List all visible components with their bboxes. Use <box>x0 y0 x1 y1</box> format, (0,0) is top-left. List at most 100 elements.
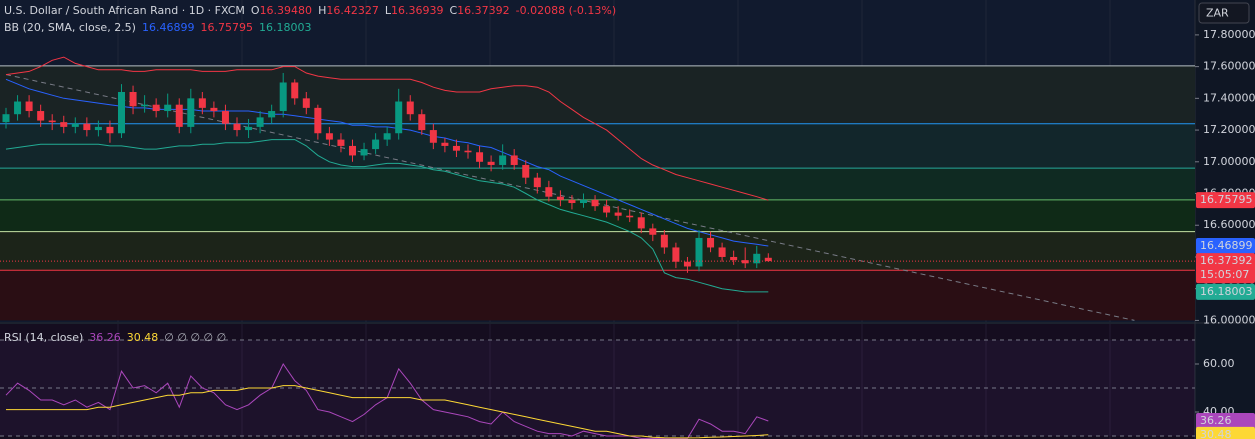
legend-text: 16.42327 <box>326 4 379 17</box>
band-line <box>5 56 769 201</box>
candle-body <box>94 126 102 131</box>
legend-text: RSI (14, close) <box>4 331 83 344</box>
y-tick-label: 60.00 <box>1203 357 1235 370</box>
candle-body <box>118 92 125 134</box>
candle-body <box>337 139 345 146</box>
candle-body <box>395 101 403 134</box>
zone <box>0 231 1195 271</box>
candle-body <box>637 217 645 229</box>
y-tick-label: 17.60000 <box>1203 60 1255 73</box>
candle-body <box>71 123 79 127</box>
candle-body <box>476 152 484 162</box>
candle-body <box>233 123 241 131</box>
candle-body <box>660 234 668 248</box>
candle-body <box>522 164 530 178</box>
candle-body <box>764 257 772 262</box>
candle-body <box>464 150 472 153</box>
legend-text: C <box>449 4 457 17</box>
candle-body <box>2 114 10 123</box>
legend-text: 16.39480 <box>260 4 313 17</box>
legend-text: 16.46899 <box>142 21 195 34</box>
candle-body <box>198 98 206 108</box>
badge-label: 16.18003 <box>1200 285 1253 298</box>
legend-text: H <box>318 4 326 17</box>
candle-body <box>129 92 137 107</box>
zone <box>0 168 1195 200</box>
rsi-band <box>0 340 1195 437</box>
badge-label: 16.37392 <box>1200 254 1253 267</box>
candle-body <box>510 155 518 165</box>
candle-body <box>83 123 91 131</box>
y-tick-label: 17.40000 <box>1203 91 1255 104</box>
candle-body <box>452 145 460 151</box>
candle-body <box>406 101 414 115</box>
badge-label: 16.46899 <box>1200 239 1253 252</box>
y-tick-label: 17.20000 <box>1203 123 1255 136</box>
candle-body <box>707 237 715 248</box>
header: U.S. Dollar / South African Rand · 1D · … <box>4 4 616 17</box>
candle-body <box>325 133 333 140</box>
zone <box>0 270 1195 321</box>
rsi-pane <box>0 324 1195 439</box>
legend-text: L <box>385 4 392 17</box>
indicator-legend: BB (20, SMA, close, 2.5) 16.46899 16.75795… <box>4 21 311 34</box>
candle-body <box>152 104 160 112</box>
candle-body <box>48 120 56 123</box>
candle-body <box>580 199 587 204</box>
rsi-line <box>6 385 769 439</box>
candle-body <box>533 177 541 188</box>
candle-body <box>268 111 276 118</box>
price-plot <box>0 0 1195 322</box>
legend-text: 16.18003 <box>259 21 312 34</box>
price-axis <box>1195 0 1255 439</box>
candle-body <box>383 133 391 140</box>
candle-body <box>591 199 599 207</box>
price-badge <box>1196 253 1255 284</box>
candle-body <box>245 126 253 131</box>
candle-body <box>718 247 726 257</box>
currency-button[interactable] <box>1198 2 1250 24</box>
candle-body <box>730 256 738 261</box>
candle-body <box>614 212 622 216</box>
candle-body <box>649 228 657 235</box>
price-badge <box>1196 412 1255 429</box>
zone <box>0 123 1195 169</box>
candle-body <box>626 215 634 218</box>
candle-body <box>141 104 149 107</box>
axis-labels: 17.80000 17.60000 17.40000 17.20000 17.00000… <box>1195 28 1255 439</box>
candle-body <box>187 98 195 127</box>
y-tick-label: 17.00000 <box>1203 155 1255 168</box>
candle-body <box>210 107 218 112</box>
candle-body <box>683 261 691 267</box>
candle-body <box>25 101 33 112</box>
candle-body <box>349 145 356 156</box>
price-badge <box>1196 238 1255 255</box>
price-badge <box>1196 426 1255 439</box>
candle-body <box>14 101 22 115</box>
candle-body <box>441 142 449 146</box>
legend-text: 16.75795 <box>200 21 253 34</box>
candle-body <box>279 82 287 112</box>
price-badge <box>1196 283 1255 300</box>
currency[interactable]: ZAR <box>1206 7 1229 20</box>
badge-label: 30.48 <box>1200 428 1232 439</box>
candle-body <box>256 117 264 127</box>
candle-body <box>603 206 611 213</box>
legend-text: 30.48 <box>127 331 159 344</box>
badge-label: 16.75795 <box>1200 193 1253 206</box>
candle-body <box>360 149 368 156</box>
rsi-plot <box>0 324 1195 439</box>
candle-body <box>545 187 553 197</box>
legend-text: O <box>251 4 260 17</box>
candle-body <box>175 104 183 127</box>
band-line <box>5 139 769 293</box>
legend-text: -0.02088 (-0.13%) <box>516 4 616 17</box>
candle-body <box>418 114 426 131</box>
candle-body <box>106 126 114 134</box>
candle-body <box>741 260 749 264</box>
candle-body <box>695 237 703 267</box>
candle-body <box>672 247 680 262</box>
candle-body <box>556 196 564 200</box>
candle-body <box>499 155 507 165</box>
badge-label: 36.26 <box>1200 414 1232 427</box>
